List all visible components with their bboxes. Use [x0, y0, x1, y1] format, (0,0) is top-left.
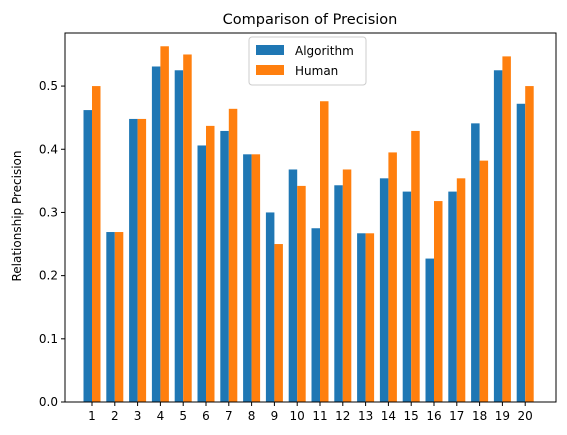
x-tick-label: 20 — [518, 409, 533, 423]
bar-algorithm-17 — [448, 191, 457, 402]
bar-human-7 — [228, 108, 238, 403]
y-tick-label: 0.4 — [39, 142, 58, 156]
y-tick-label: 0.5 — [39, 79, 58, 93]
bar-algorithm-6 — [197, 145, 206, 402]
legend-label-human: Human — [295, 64, 338, 78]
y-tick-label: 0.2 — [39, 269, 58, 283]
y-tick-label: 0.1 — [39, 332, 58, 346]
x-tick-label: 1 — [88, 409, 96, 423]
y-tick-label: 0.0 — [39, 395, 58, 409]
bar-algorithm-16 — [425, 258, 434, 402]
bar-algorithm-5 — [174, 70, 184, 402]
bar-algorithm-11 — [311, 228, 320, 402]
bar-human-14 — [388, 152, 397, 402]
bar-algorithm-10 — [288, 169, 298, 402]
x-tick-label: 18 — [472, 409, 487, 423]
bar-algorithm-8 — [243, 154, 252, 402]
x-tick-label: 3 — [134, 409, 142, 423]
bar-human-15 — [411, 130, 420, 402]
chart-title: Comparison of Precision — [223, 12, 398, 28]
x-tick-label: 14 — [381, 409, 396, 423]
axes-frame — [64, 32, 557, 403]
bar-human-8 — [251, 154, 261, 402]
bar-algorithm-2 — [106, 232, 115, 402]
bar-human-6 — [206, 125, 215, 403]
bar-human-16 — [434, 201, 443, 402]
x-tick-label: 16 — [426, 409, 441, 423]
x-tick-label: 6 — [202, 409, 210, 423]
bar-human-1 — [92, 86, 101, 402]
bar-human-18 — [479, 160, 489, 402]
bar-human-9 — [274, 244, 283, 402]
x-tick-label: 15 — [404, 409, 419, 423]
bar-human-2 — [114, 232, 124, 402]
bar-human-5 — [183, 54, 192, 402]
legend-swatch-algorithm — [256, 45, 284, 55]
legend: Algorithm Human — [248, 36, 367, 86]
x-tick-label: 7 — [225, 409, 233, 423]
x-tick-label: 19 — [495, 409, 510, 423]
x-tick-label: 9 — [271, 409, 279, 423]
bar-algorithm-15 — [402, 191, 412, 402]
bar-algorithm-9 — [265, 212, 275, 402]
bar-algorithm-19 — [493, 70, 503, 402]
x-tick-label: 10 — [290, 409, 305, 423]
bar-algorithm-13 — [357, 233, 366, 402]
bar-human-4 — [160, 46, 169, 403]
bar-algorithm-1 — [83, 110, 92, 402]
x-tick-label: 2 — [111, 409, 119, 423]
legend-label-algorithm: Algorithm — [295, 44, 354, 58]
x-tick-label: 4 — [157, 409, 165, 423]
x-tick-label: 17 — [449, 409, 464, 423]
x-tick-label: 13 — [358, 409, 373, 423]
x-tick-label: 5 — [179, 409, 187, 423]
bar-human-11 — [320, 101, 329, 403]
y-axis-label: Relationship Precision — [10, 150, 24, 281]
bar-human-17 — [456, 178, 466, 402]
legend-swatch-human — [256, 65, 284, 75]
bar-human-12 — [342, 169, 352, 402]
bar-human-13 — [365, 233, 375, 402]
bar-algorithm-14 — [379, 178, 389, 402]
bar-algorithm-7 — [220, 130, 229, 402]
x-tick-label: 12 — [335, 409, 350, 423]
bar-algorithm-20 — [516, 103, 526, 402]
bar-algorithm-12 — [334, 185, 343, 402]
bar-algorithm-4 — [151, 66, 161, 403]
bar-human-10 — [297, 185, 306, 402]
bar-human-3 — [137, 118, 147, 402]
plot-area: 0.00.10.20.30.40.51 2 3 4 5 6 7 8 9 10 11 12 13 14 15 1… — [39, 32, 557, 423]
x-tick-label: 11 — [312, 409, 327, 423]
bar-algorithm-18 — [471, 123, 480, 402]
bar-human-19 — [502, 56, 511, 403]
y-tick-label: 0.3 — [39, 205, 58, 219]
bar-algorithm-3 — [129, 118, 138, 402]
x-tick-label: 8 — [248, 409, 256, 423]
bar-human-20 — [525, 86, 534, 402]
